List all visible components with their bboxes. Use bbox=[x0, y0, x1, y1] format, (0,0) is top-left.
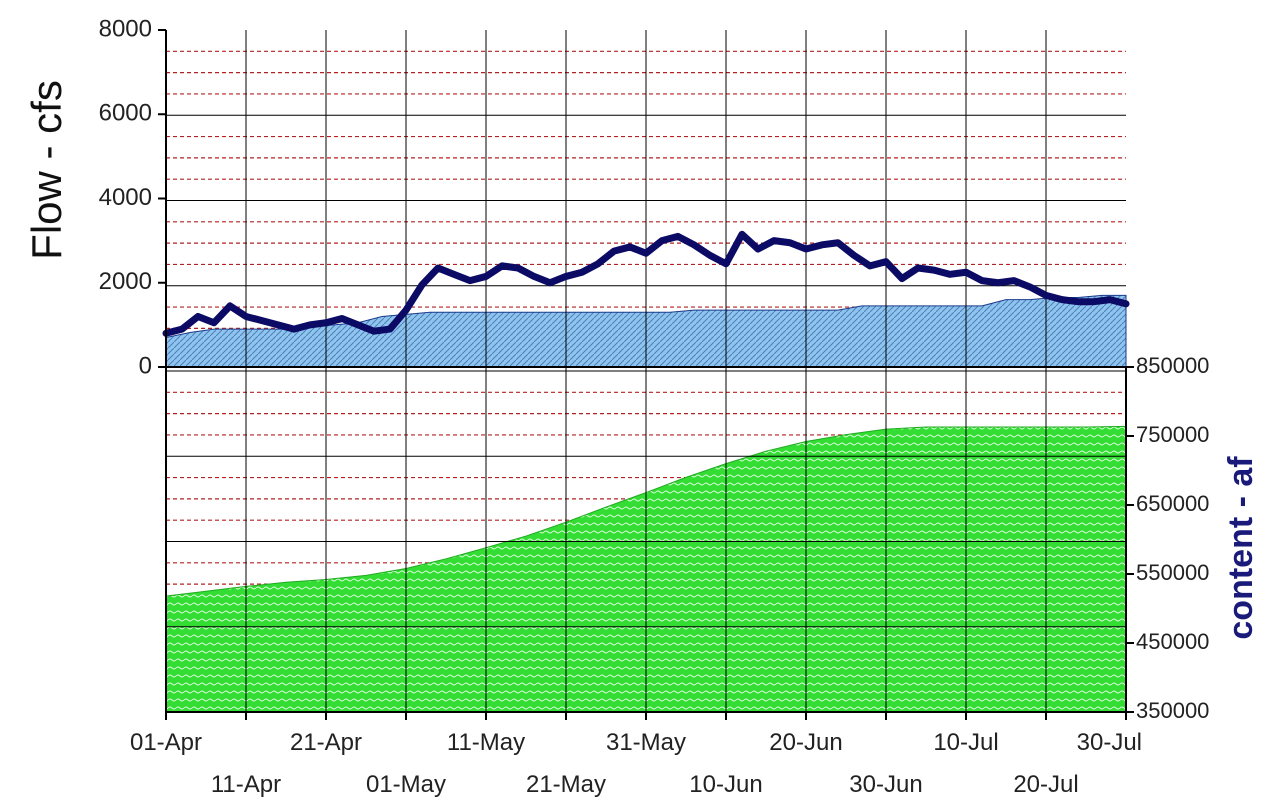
y2-tick-label: 450000 bbox=[1136, 629, 1209, 654]
x-tick-label: 01-Apr bbox=[130, 729, 202, 756]
y-tick-label: 2000 bbox=[99, 268, 152, 295]
x-tick-label: 11-Apr bbox=[211, 771, 281, 798]
y2-tick-label: 750000 bbox=[1136, 422, 1209, 447]
y-axis-label: Flow - cfs bbox=[23, 80, 70, 260]
flow-line-series bbox=[162, 230, 1130, 337]
y2-axis-ticks: 350000 450000 550000 650000 750000 850000 bbox=[1126, 353, 1209, 723]
x-tick-label: 10-Jun bbox=[689, 771, 762, 798]
x-tick-label: 20-Jun bbox=[769, 729, 842, 756]
y2-axis-label: content - af bbox=[1222, 456, 1260, 640]
y2-tick-label: 550000 bbox=[1136, 560, 1209, 585]
y-tick-label: 4000 bbox=[99, 184, 152, 211]
y-tick-label: 0 bbox=[139, 352, 152, 379]
x-tick-label: 31-May bbox=[606, 729, 686, 756]
x-tick-label: 21-May bbox=[526, 771, 606, 798]
x-tick-label: 20-Jul bbox=[1013, 771, 1078, 798]
y-axis-ticks: 0 2000 4000 6000 8000 bbox=[99, 15, 166, 379]
flow-line bbox=[162, 230, 1130, 337]
y-tick-label: 8000 bbox=[99, 15, 152, 42]
x-tick-label: 30-Jun bbox=[849, 771, 922, 798]
x-axis-ticks: 01-Apr 21-Apr 11-May 31-May 20-Jun 10-Jul 30-J… bbox=[130, 712, 1142, 798]
major-gridlines bbox=[166, 30, 1126, 712]
y-tick-label: 6000 bbox=[99, 100, 152, 127]
y2-tick-label: 350000 bbox=[1136, 698, 1209, 723]
y2-tick-label: 650000 bbox=[1136, 491, 1209, 516]
x-tick-label: 01-May bbox=[366, 771, 446, 798]
x-tick-label: 30-Jul bbox=[1077, 729, 1142, 756]
x-tick-label: 11-May bbox=[447, 729, 525, 756]
x-tick-label: 21-Apr bbox=[290, 729, 362, 756]
y2-tick-label: 850000 bbox=[1136, 353, 1209, 378]
x-tick-label: 10-Jul bbox=[933, 729, 998, 756]
